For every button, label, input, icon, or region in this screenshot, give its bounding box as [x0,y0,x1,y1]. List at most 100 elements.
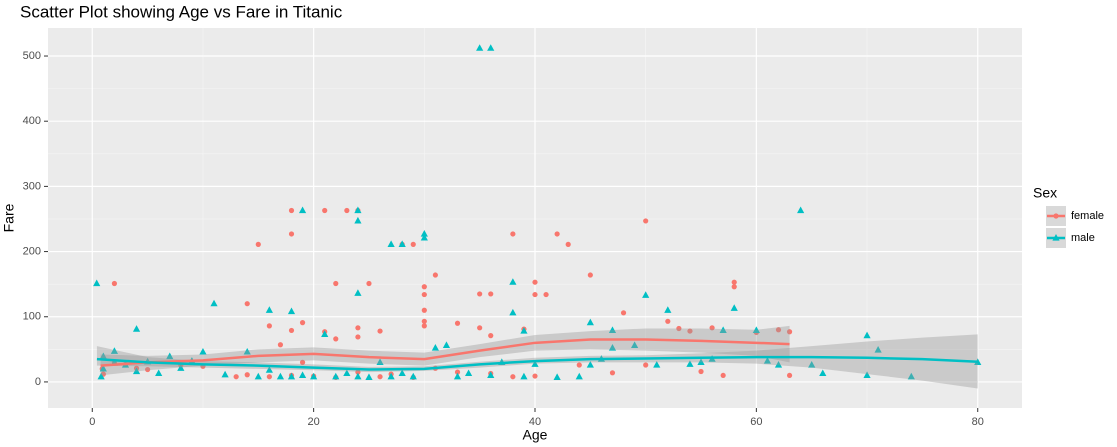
point [609,370,616,376]
point [620,310,627,316]
point [266,323,272,329]
point [288,231,295,237]
point [387,240,395,247]
point [398,240,406,247]
trend-line [96,355,978,371]
point [376,358,384,365]
point [432,272,438,278]
point [299,320,306,326]
point [819,369,827,377]
point [132,367,141,375]
point [99,364,107,372]
point [355,369,361,375]
chart-title: Scatter Plot showing Age vs Fare in Tita… [20,2,343,21]
point [576,362,582,368]
legend-title: Sex [1033,185,1057,201]
point [420,229,428,237]
point [322,207,328,214]
point [697,358,705,365]
point [132,325,141,332]
point [863,331,871,339]
point [608,344,617,351]
y-tick-label: 0 [35,376,41,388]
point [453,372,462,380]
legend-marker [1052,234,1060,241]
point [532,279,538,285]
point [510,374,516,380]
point [553,373,561,380]
point [199,347,207,355]
point [586,360,594,368]
point [421,318,427,324]
point [643,362,649,368]
point [543,291,549,298]
point [731,279,737,285]
point [243,347,251,355]
point [145,366,151,373]
point [420,233,428,241]
x-axis-label: Age [523,427,548,443]
point [321,330,329,337]
point [686,360,694,367]
point [520,372,528,380]
point [808,360,816,368]
point [532,373,538,379]
point [665,318,671,324]
point [298,371,307,379]
point [344,207,350,214]
x-tick-label: 0 [89,416,95,428]
point [265,366,273,373]
point [421,284,427,290]
y-tick-label: 100 [23,311,41,323]
point [477,325,483,331]
point [488,291,494,297]
point [410,241,416,247]
point [442,341,451,349]
point [631,341,639,349]
point [365,373,373,380]
point [565,241,571,247]
point [487,44,495,51]
legend-marker [1053,213,1059,219]
x-tick-label: 40 [529,416,541,428]
point [387,372,395,380]
legend-label: male [1071,232,1095,244]
point [255,241,261,247]
point [355,334,361,340]
point [354,372,362,380]
point [664,306,672,313]
y-tick-label: 500 [23,50,41,62]
point [155,369,163,377]
point [99,352,107,360]
point [266,374,272,380]
point [509,308,517,316]
point [354,289,362,296]
point [775,327,782,333]
point [643,218,649,224]
point [642,291,650,298]
point [254,372,262,380]
point [354,216,362,224]
point [676,325,682,332]
x-tick-label: 80 [972,416,984,428]
point [166,352,174,360]
point [97,372,105,380]
point [487,371,495,379]
point [210,299,218,307]
point [752,326,760,334]
point [687,328,693,334]
point [233,374,239,380]
point [298,206,307,214]
point [287,372,296,380]
legend: Sex female male [1033,185,1104,248]
point [277,342,284,348]
point [366,280,372,287]
point [730,304,738,311]
point [354,206,362,214]
point [244,301,250,307]
point [554,231,560,237]
point [332,372,340,380]
point [763,357,772,364]
point [720,372,726,379]
